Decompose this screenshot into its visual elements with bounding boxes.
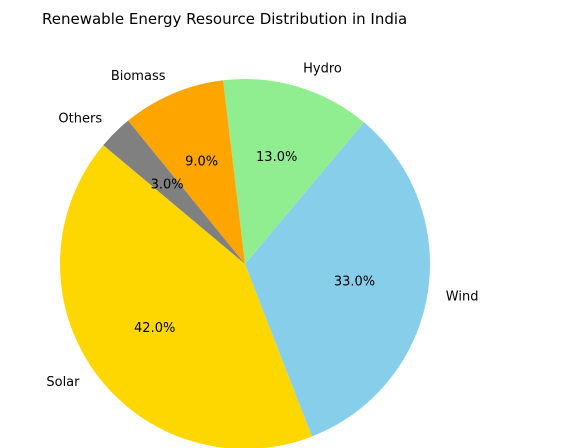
pie-category-label-solar: Solar [46, 375, 80, 390]
pie-percent-label-hydro: 13.0% [256, 150, 297, 165]
pie-percent-label-solar: 42.0% [134, 321, 175, 336]
pie-category-label-biomass: Biomass [111, 69, 166, 84]
pie-percent-label-biomass: 9.0% [185, 154, 218, 169]
pie-slice-others [103, 120, 245, 264]
pie-slice-hydro [223, 78, 364, 264]
chart-title: Renewable Energy Resource Distribution i… [42, 10, 407, 28]
pie-slice-wind [245, 122, 431, 437]
pie-slice-biomass [128, 80, 245, 264]
pie-category-label-wind: Wind [446, 290, 479, 305]
pie-percent-label-others: 3.0% [151, 178, 184, 193]
pie-category-label-hydro: Hydro [303, 62, 342, 77]
pie-slices [60, 78, 431, 448]
pie-category-label-others: Others [58, 112, 102, 127]
pie-labels: 42.0% Solar 33.0% Wind 13.0% Hydro 9.0% Biomass… [46, 62, 478, 391]
pie-percent-label-wind: 33.0% [334, 275, 375, 290]
pie-slice-solar [60, 145, 312, 448]
